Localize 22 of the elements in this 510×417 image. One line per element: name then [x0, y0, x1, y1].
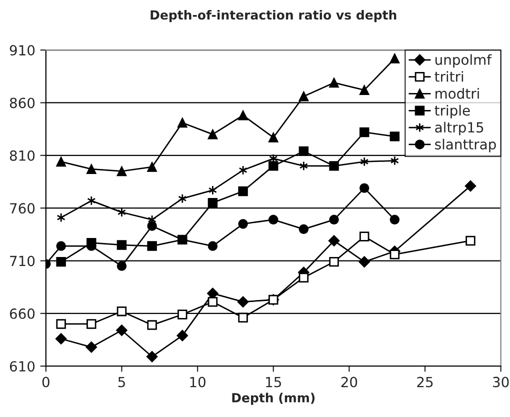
y-tick-label: 660 [10, 308, 35, 319]
legend-label: triple [434, 104, 470, 118]
y-tick-label: 810 [10, 150, 35, 161]
legend-label: modtri [436, 88, 479, 99]
legend-label: slanttrap [435, 138, 496, 152]
x-tick-label: 5 [118, 376, 125, 388]
y-tick-label: 760 [10, 203, 35, 214]
x-tick-label: 0 [42, 376, 50, 388]
chart-title: Depth-of-interaction ratio vs depth [150, 10, 396, 22]
x-axis-title: Depth (mm) [232, 392, 315, 405]
x-tick-label: 10 [190, 376, 206, 388]
x-tick-label: 20 [341, 376, 358, 388]
x-tick-label: 15 [266, 376, 281, 388]
y-tick-label: 610 [10, 361, 35, 372]
legend-label: tritri [434, 71, 464, 82]
y-tick-label: 710 [10, 256, 35, 266]
x-tick-label: 25 [417, 376, 433, 388]
legend-label: altrp15 [435, 122, 484, 136]
y-tick-label: 860 [10, 98, 35, 108]
x-tick-label: 30 [493, 376, 509, 388]
y-tick-label: 910 [10, 45, 35, 56]
legend-label: unpolmf [436, 54, 492, 68]
